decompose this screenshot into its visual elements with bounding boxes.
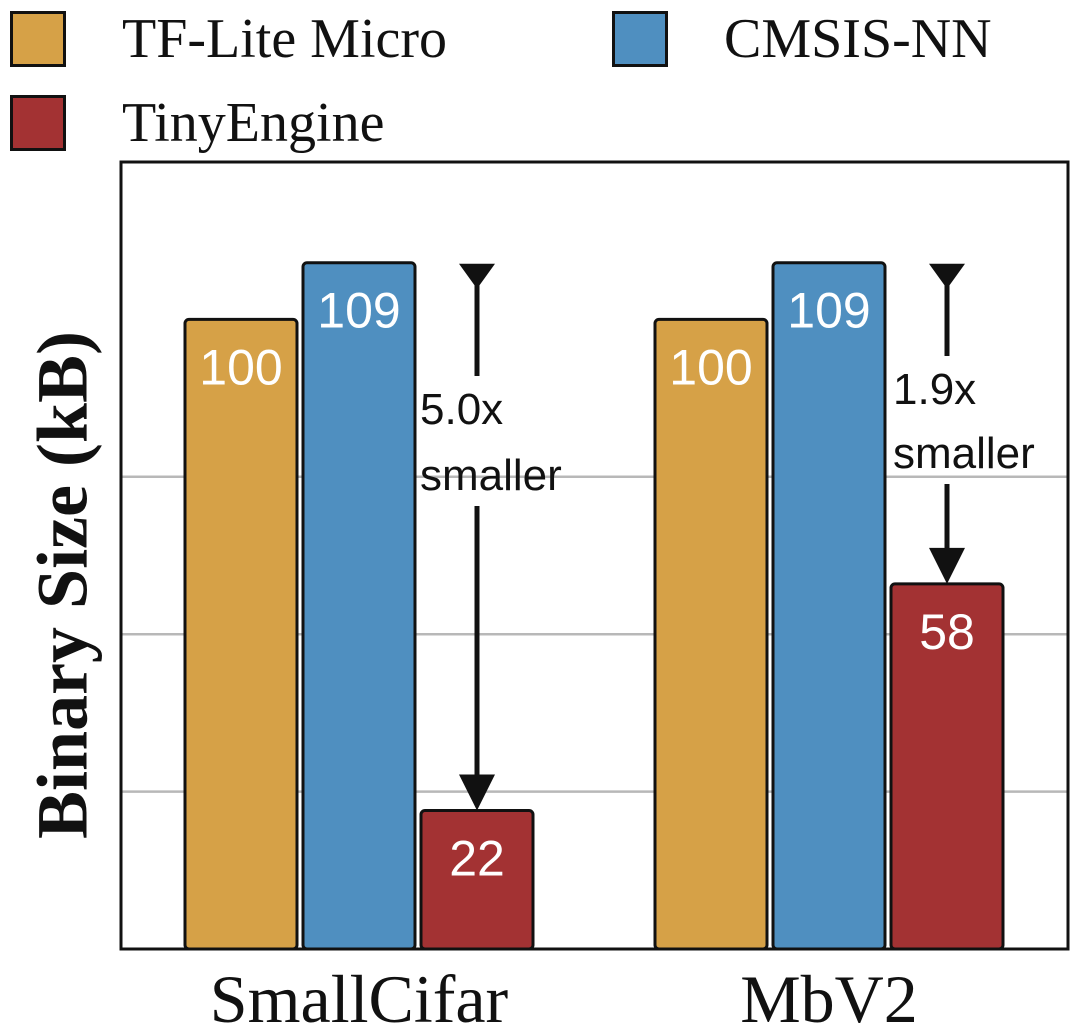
legend-swatch-tflite xyxy=(10,11,66,67)
bar-value-label: 100 xyxy=(199,339,282,395)
arrow-tail-icon xyxy=(459,263,495,289)
bar-value-label: 58 xyxy=(919,604,975,660)
arrow-head-icon xyxy=(459,774,495,811)
legend-item-cmsis: CMSIS-NN xyxy=(612,11,992,67)
bar-value-label: 109 xyxy=(317,283,400,339)
annotation-smaller: smaller xyxy=(420,451,562,500)
bar xyxy=(301,261,417,951)
annotation-ratio: 1.9x xyxy=(893,365,976,414)
plot-frame xyxy=(119,160,1070,951)
category-label: MbV2 xyxy=(740,961,918,1032)
legend-swatch-tinyengine xyxy=(10,95,66,151)
bar xyxy=(771,261,887,951)
arrow-tail-icon xyxy=(929,263,965,289)
bar xyxy=(183,317,299,951)
legend-swatch-cmsis xyxy=(612,11,668,67)
legend-item-tflite: TF-Lite Micro xyxy=(10,11,447,67)
y-axis-label: Binary Size (kB) xyxy=(23,331,103,839)
arrow-head-icon xyxy=(929,547,965,584)
legend-label-cmsis: CMSIS-NN xyxy=(724,8,992,70)
annotation-smaller: smaller xyxy=(893,429,1035,478)
bar-value-label: 100 xyxy=(669,339,752,395)
bar xyxy=(653,317,769,951)
legend-label-tflite: TF-Lite Micro xyxy=(122,8,448,70)
annotation-ratio: 5.0x xyxy=(420,385,503,434)
bar-value-label: 109 xyxy=(787,283,870,339)
bar-value-label: 22 xyxy=(449,830,505,886)
category-label: SmallCifar xyxy=(210,961,509,1032)
legend-label-tinyengine: TinyEngine xyxy=(122,92,385,154)
legend-item-tinyengine: TinyEngine xyxy=(10,95,384,151)
